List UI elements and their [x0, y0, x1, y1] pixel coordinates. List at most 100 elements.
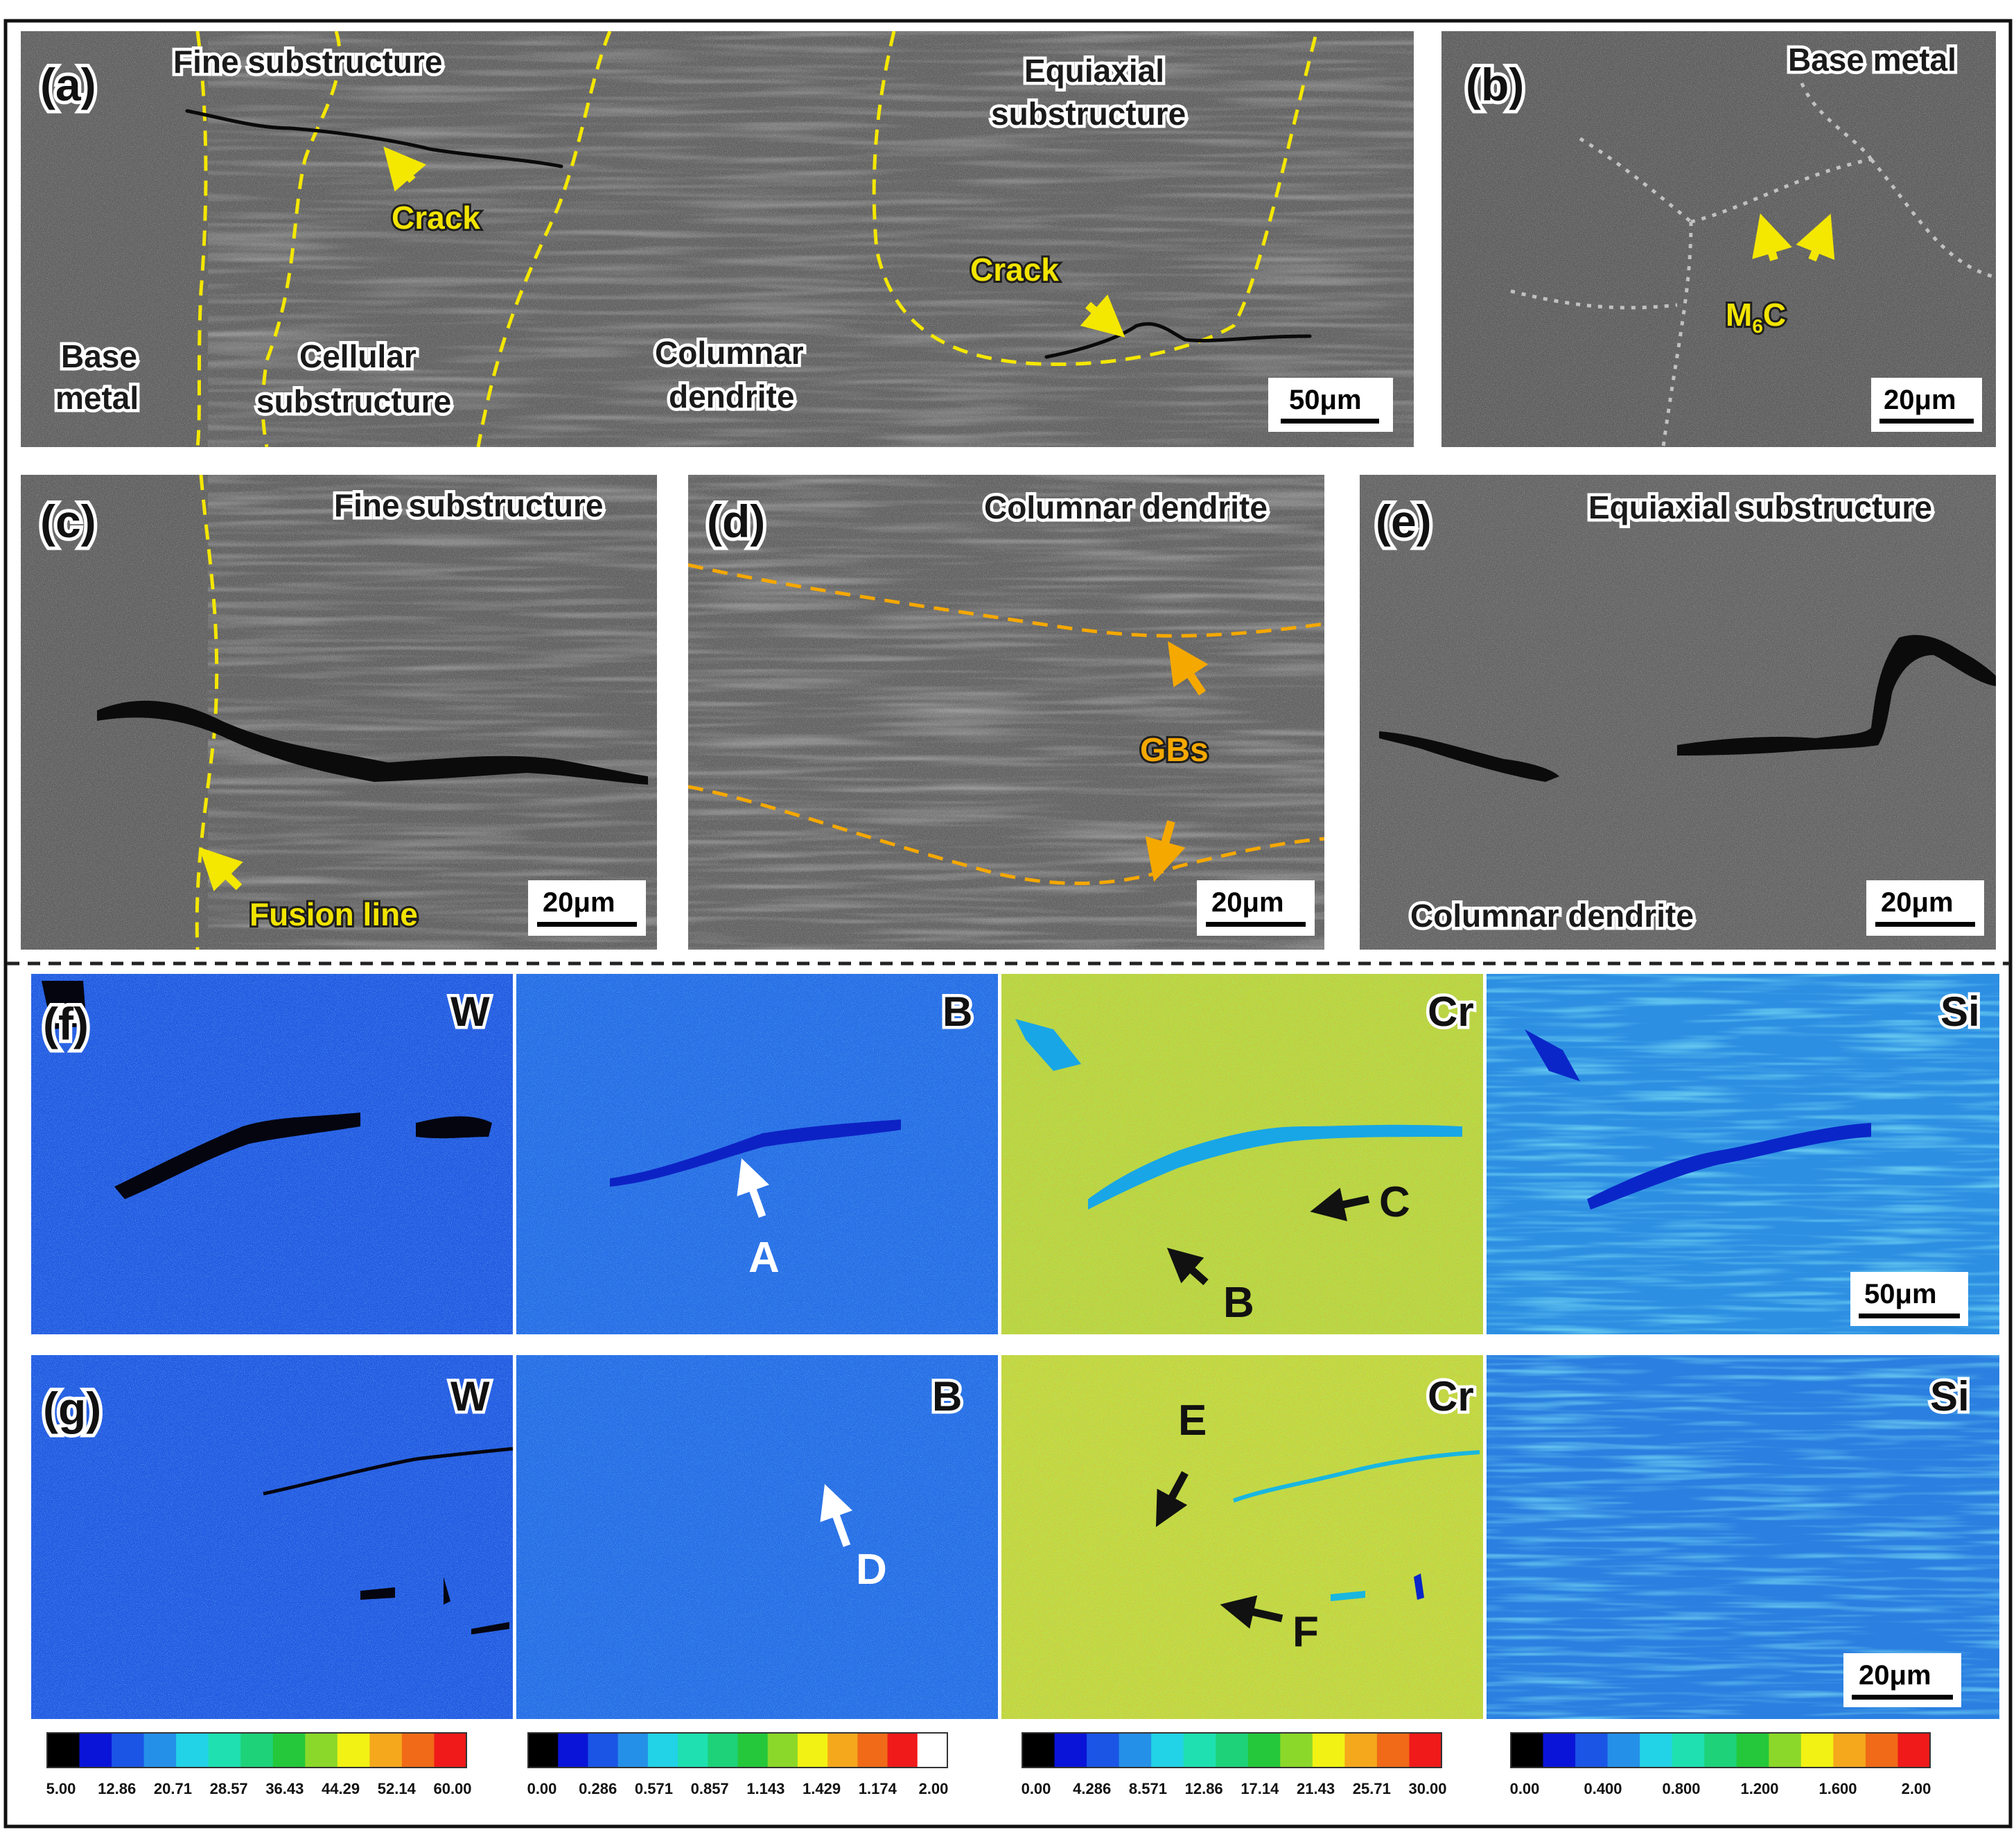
- colorbar-cell: [1409, 1733, 1442, 1768]
- colorbar-cell: [1119, 1733, 1152, 1768]
- label-columnar-line2: dendrite: [669, 378, 794, 415]
- scale-bar-b-label: 20μm: [1884, 385, 1956, 415]
- colorbar-tick-label: 20.71: [154, 1780, 192, 1797]
- colorbar-tick-label: 2.00: [1902, 1780, 1931, 1797]
- colorbar-cell: [1865, 1733, 1898, 1768]
- colorbar-frame: [46, 1732, 467, 1768]
- crack-line-a2: [1044, 322, 1312, 359]
- panel-a-letter: (a): [40, 59, 96, 110]
- colorbar-tick-label: 1.429: [803, 1780, 841, 1797]
- colorbar-tick-label: 1.143: [746, 1780, 785, 1797]
- label-fine-substructure-c: Fine substructure: [334, 487, 604, 523]
- colorbar-cell: [1022, 1733, 1055, 1768]
- label-columnar-line1: Columnar: [655, 335, 804, 371]
- panel-b-letter: (b): [1466, 59, 1524, 110]
- colorbar-cell: [797, 1733, 828, 1768]
- label-equiaxial-line1: Equiaxial: [1024, 53, 1164, 89]
- colorbar-tick-label: 0.00: [527, 1780, 557, 1797]
- colorbar-tick-label: 0.00: [1510, 1780, 1540, 1797]
- colorbar-tick-label: 0.286: [579, 1780, 617, 1797]
- panel-e: (e) Equiaxial substructure Columnar dend…: [1360, 475, 1996, 950]
- colorbar-cell: [176, 1733, 209, 1768]
- panel-c: (c) Fine substructure Fusion line 20μm: [21, 475, 657, 950]
- label-crack-1: Crack: [392, 200, 480, 236]
- colorbar-cell: [208, 1733, 241, 1768]
- colorbar-cell: [272, 1733, 306, 1768]
- colorbar-cell: [1897, 1733, 1931, 1768]
- colorbar-cell: [1769, 1733, 1802, 1768]
- colorbar-tick-label: 30.00: [1408, 1780, 1446, 1797]
- colorbar-cell: [887, 1733, 918, 1768]
- colorbar-frame: [1022, 1732, 1442, 1768]
- label-m6c: M6C: [1726, 297, 1786, 337]
- colorbar-tick-label: 1.200: [1740, 1780, 1778, 1797]
- marker-e: E: [1178, 1397, 1207, 1445]
- label-fusion-line: Fusion line: [249, 896, 418, 932]
- colorbar-tick-label: 12.86: [98, 1780, 136, 1797]
- label-equiaxial-line2: substructure: [991, 96, 1186, 132]
- colorbar-cell: [1672, 1733, 1705, 1768]
- scale-bar-a-label: 50μm: [1289, 385, 1362, 415]
- label-columnar-dendrite-d: Columnar dendrite: [984, 489, 1268, 525]
- element-f-w: W: [450, 988, 490, 1035]
- colorbar-frame: [527, 1732, 948, 1768]
- element-g-cr: Cr: [1428, 1373, 1474, 1420]
- colorbar-frame: [1510, 1732, 1931, 1768]
- colorbar-tick-label: 36.43: [265, 1780, 304, 1797]
- colorbar-cell: [1543, 1733, 1576, 1768]
- panel-e-letter: (e): [1376, 496, 1432, 547]
- scale-bar-c-label: 20μm: [543, 887, 615, 918]
- colorbar-cell: [401, 1733, 435, 1768]
- colorbar-cell: [112, 1733, 145, 1768]
- colorbar-tick-label: 5.00: [46, 1780, 76, 1797]
- colorbar-cell: [1216, 1733, 1249, 1768]
- panel-a: (a) Fine substructure Equiaxial substruc…: [21, 31, 1414, 447]
- label-equiaxial-substructure-e: Equiaxial substructure: [1588, 489, 1932, 525]
- colorbar-cell: [1280, 1733, 1313, 1768]
- colorbar-cr: 0.00 4.286 8.571 12.86 17.14 21.43 25.71 30.00: [1022, 1732, 1447, 1797]
- colorbar-cell: [434, 1733, 467, 1768]
- colorbar-tick-label: 4.286: [1073, 1780, 1111, 1797]
- scale-bar-g-label: 20μm: [1859, 1660, 1931, 1691]
- colorbar-cell: [767, 1733, 798, 1768]
- colorbar-tick-label: 21.43: [1297, 1780, 1335, 1797]
- colorbar-cell: [305, 1733, 338, 1768]
- colorbar-tick-label: 1.174: [859, 1780, 897, 1797]
- colorbar-cell: [827, 1733, 858, 1768]
- colorbar-cell: [737, 1733, 769, 1768]
- panel-f-letter: (f): [43, 998, 89, 1049]
- colorbar-cell: [1312, 1733, 1345, 1768]
- element-g-b: B: [932, 1373, 962, 1420]
- crack-e: [1379, 635, 1996, 782]
- colorbar-tick-label: 25.71: [1353, 1780, 1391, 1797]
- panel-c-letter: (c): [40, 496, 96, 547]
- colorbar-tick-label: 28.57: [210, 1780, 248, 1797]
- colorbar-tick-label: 0.857: [691, 1780, 729, 1797]
- crack-line-a1: [185, 109, 563, 168]
- marker-f: F: [1292, 1608, 1319, 1656]
- colorbar-cell: [1704, 1733, 1737, 1768]
- colorbar-cell: [588, 1733, 619, 1768]
- colorbar-cell: [47, 1733, 80, 1768]
- element-g-si: Si: [1930, 1373, 1970, 1420]
- crack-c: [97, 700, 648, 785]
- element-f-si: Si: [1940, 988, 1980, 1035]
- colorbar-tick-label: 60.00: [433, 1780, 471, 1797]
- colorbar-cell: [1575, 1733, 1609, 1768]
- label-cellular-line2: substructure: [256, 383, 451, 419]
- colorbar-cell: [1183, 1733, 1216, 1768]
- label-base-metal-b: Base metal: [1788, 42, 1956, 78]
- label-crack-2: Crack: [970, 252, 1059, 288]
- colorbar-cell: [1736, 1733, 1769, 1768]
- colorbar-tick-label: 52.14: [378, 1780, 417, 1797]
- colorbar-cell: [1833, 1733, 1866, 1768]
- colorbar-cell: [240, 1733, 274, 1768]
- label-columnar-dendrite-e: Columnar dendrite: [1410, 898, 1694, 934]
- panel-d-letter: (d): [707, 496, 765, 547]
- colorbar-cell: [678, 1733, 708, 1768]
- colorbar-b: 0.00 0.286 0.571 0.857 1.143 1.429 1.174 2.00: [527, 1732, 949, 1797]
- panel-f: A B C (f) W B Cr Si 50μm: [31, 974, 1999, 1334]
- colorbar-tick-label: 2.00: [919, 1780, 949, 1797]
- label-gbs: GBs: [1140, 732, 1209, 769]
